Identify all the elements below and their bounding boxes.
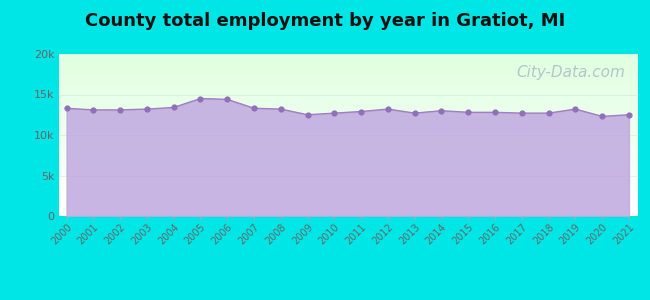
Point (249, 106, 259, 111)
Point (329, 111, 339, 116)
Point (490, 110, 501, 115)
Point (61, 106, 72, 111)
Point (383, 107, 393, 112)
Point (142, 107, 152, 112)
Text: City-Data.com: City-Data.com (517, 65, 625, 80)
Point (410, 111, 420, 116)
Point (517, 111, 527, 116)
Point (543, 111, 554, 116)
Point (168, 105, 179, 110)
Point (570, 107, 580, 112)
Point (356, 109, 367, 114)
Point (302, 112, 313, 117)
Point (195, 96, 205, 101)
Point (436, 108, 447, 113)
Point (115, 107, 125, 112)
Text: County total employment by year in Gratiot, MI: County total employment by year in Grati… (85, 12, 565, 30)
Point (276, 107, 286, 112)
Point (597, 114, 607, 119)
Point (222, 97, 233, 102)
Point (624, 112, 634, 117)
Point (463, 110, 473, 115)
Point (88, 107, 99, 112)
